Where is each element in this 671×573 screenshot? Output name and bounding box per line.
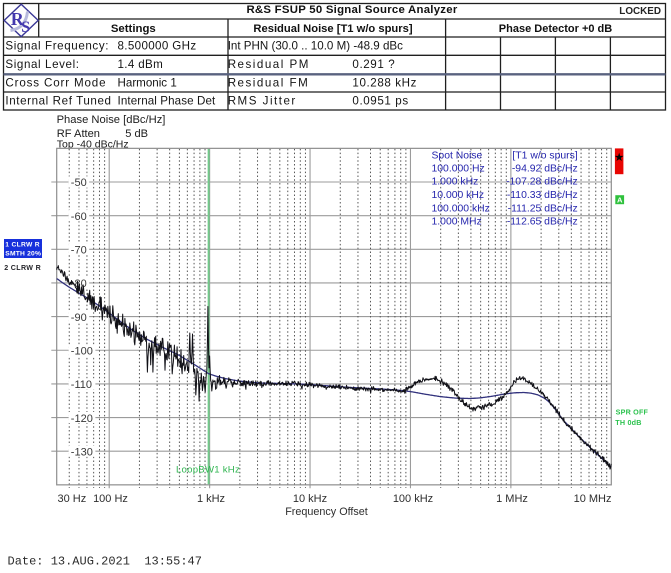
svg-text:10.000 kHz: 10.000 kHz: [432, 190, 485, 201]
svg-text:Residual Noise [T1 w/o spurs]: Residual Noise [T1 w/o spurs]: [253, 23, 412, 35]
svg-text:Date: 13.AUG.2021 13:55:47: Date: 13.AUG.2021 13:55:47: [8, 555, 202, 569]
svg-text:8.500000 GHz: 8.500000 GHz: [118, 39, 197, 52]
svg-text:-111.25 dBc/Hz: -111.25 dBc/Hz: [508, 203, 578, 214]
svg-text:-90: -90: [71, 312, 87, 324]
svg-text:Settings: Settings: [111, 23, 156, 35]
svg-text:5 dB: 5 dB: [125, 128, 148, 140]
svg-text:-50: -50: [71, 177, 87, 189]
svg-text:Top -40 dBc/Hz: Top -40 dBc/Hz: [57, 139, 129, 151]
svg-text:1.000 MHz: 1.000 MHz: [432, 217, 482, 228]
svg-text:-94.92 dBc/Hz: -94.92 dBc/Hz: [512, 163, 578, 174]
svg-text:-60: -60: [71, 211, 87, 223]
svg-text:-110.33 dBc/Hz: -110.33 dBc/Hz: [507, 190, 578, 201]
svg-text:0.291 ?: 0.291 ?: [352, 58, 395, 71]
svg-text:[T1 w/o spurs]: [T1 w/o spurs]: [512, 150, 577, 161]
svg-text:RF Atten: RF Atten: [57, 128, 100, 140]
svg-text:SMTH 20%: SMTH 20%: [5, 251, 41, 258]
svg-text:10.288 kHz: 10.288 kHz: [352, 77, 417, 90]
svg-text:10 MHz: 10 MHz: [574, 493, 612, 505]
svg-text:Residual FM: Residual FM: [228, 77, 310, 90]
svg-text:10 kHz: 10 kHz: [293, 493, 327, 505]
svg-text:Residual PM: Residual PM: [228, 58, 310, 71]
svg-text:-100: -100: [71, 345, 93, 357]
svg-text:Int PHN (30.0 .. 10.0 M) -48.9: Int PHN (30.0 .. 10.0 M) -48.9 dBc: [228, 39, 403, 52]
svg-text:S: S: [21, 19, 30, 36]
svg-text:LOCKED: LOCKED: [619, 6, 661, 17]
svg-text:R&S FSUP 50 Signal Source Anal: R&S FSUP 50 Signal Source Analyzer: [246, 4, 457, 16]
svg-text:-70: -70: [71, 245, 87, 257]
svg-text:2 CLRW R: 2 CLRW R: [4, 264, 41, 272]
svg-text:-107.28 dBc/Hz: -107.28 dBc/Hz: [506, 177, 578, 188]
svg-text:Cross Corr Mode: Cross Corr Mode: [5, 77, 106, 90]
svg-text:Phase Noise [dBc/Hz]: Phase Noise [dBc/Hz]: [57, 114, 166, 126]
svg-text:R: R: [11, 9, 25, 29]
svg-text:100.000 Hz: 100.000 Hz: [432, 163, 485, 174]
svg-text:100.000 kHz: 100.000 kHz: [432, 203, 490, 214]
svg-text:1 kHz: 1 kHz: [197, 493, 225, 505]
svg-text:-112.65 dBc/Hz: -112.65 dBc/Hz: [507, 217, 578, 228]
svg-text:Signal Level:: Signal Level:: [5, 58, 79, 71]
svg-text:100 Hz: 100 Hz: [93, 493, 128, 505]
svg-text:RMS Jitter: RMS Jitter: [228, 95, 297, 108]
svg-text:30 Hz: 30 Hz: [58, 493, 87, 505]
svg-text:LoopBW1 kHz: LoopBW1 kHz: [176, 464, 240, 475]
svg-text:Internal Phase Det: Internal Phase Det: [118, 95, 217, 108]
svg-text:-110: -110: [71, 379, 92, 391]
svg-text:1.4 dBm: 1.4 dBm: [118, 58, 164, 71]
svg-text:★: ★: [614, 152, 624, 164]
svg-text:Internal Ref Tuned: Internal Ref Tuned: [5, 95, 111, 108]
svg-text:Spot Noise: Spot Noise: [432, 150, 483, 161]
svg-text:A: A: [617, 196, 623, 205]
svg-text:-130: -130: [71, 446, 93, 458]
svg-text:Harmonic 1: Harmonic 1: [118, 77, 177, 90]
svg-text:1 CLRW R: 1 CLRW R: [5, 241, 40, 248]
svg-text:0.0951 ps: 0.0951 ps: [352, 95, 408, 108]
svg-text:Signal Frequency:: Signal Frequency:: [5, 39, 109, 52]
svg-text:Frequency Offset: Frequency Offset: [285, 506, 368, 518]
svg-text:SPR OFF: SPR OFF: [616, 407, 649, 416]
svg-text:-120: -120: [71, 413, 93, 425]
svg-text:Phase Detector +0 dB: Phase Detector +0 dB: [499, 23, 612, 35]
svg-text:1.000 kHz: 1.000 kHz: [432, 177, 479, 188]
svg-text:100 kHz: 100 kHz: [393, 493, 433, 505]
svg-text:TH 0dB: TH 0dB: [615, 418, 641, 427]
svg-text:1 MHz: 1 MHz: [496, 493, 528, 505]
